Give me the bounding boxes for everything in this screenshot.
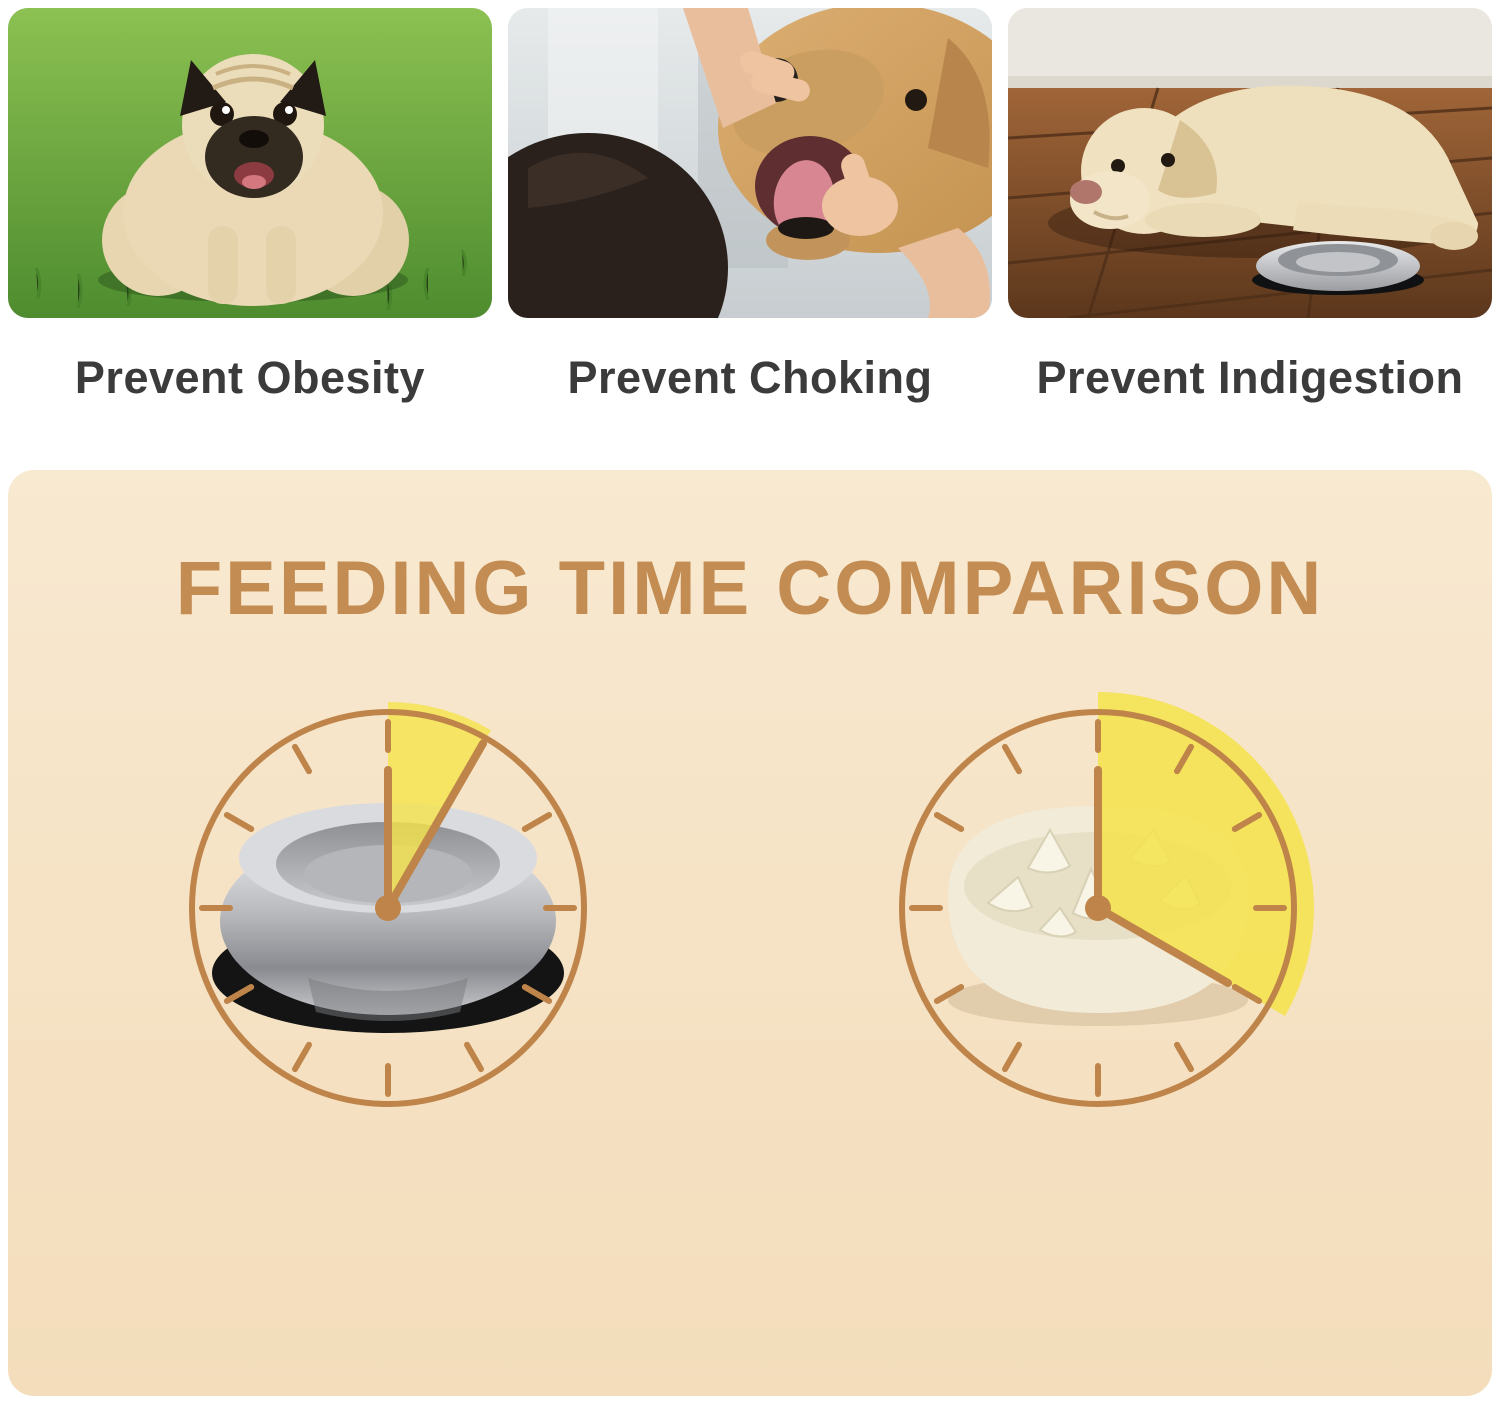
- mouth-check-illustration: [508, 8, 992, 318]
- hand-5-minutes: [384, 739, 487, 912]
- benefit-caption: Prevent Indigestion: [1036, 352, 1464, 403]
- clock-ticks: [909, 719, 1287, 1097]
- clock-slow-feeder: [868, 678, 1328, 1138]
- photo-mouth-check: [508, 8, 992, 318]
- clock-normal-bowl: [158, 678, 618, 1138]
- photo-overweight-pug: [8, 8, 492, 318]
- pug-illustration: [8, 8, 492, 318]
- benefit-caption: Prevent Obesity: [74, 352, 426, 403]
- bottom-margin: [0, 1396, 1500, 1405]
- clock-center-dot: [1085, 895, 1111, 921]
- clock-dial: [899, 709, 1297, 1107]
- panel-title: FEEDING TIME COMPARISON: [175, 546, 1325, 631]
- photo-lab-with-bowl: [1008, 8, 1492, 318]
- benefit-caption: Prevent Choking: [567, 352, 933, 403]
- labrador-illustration: [1008, 8, 1492, 318]
- hand-20-minutes: [1094, 904, 1232, 987]
- clock-dial: [189, 709, 587, 1107]
- feeding-time-panel: FEEDING TIME COMPARISON: [8, 470, 1492, 1396]
- clock-center-dot: [375, 895, 401, 921]
